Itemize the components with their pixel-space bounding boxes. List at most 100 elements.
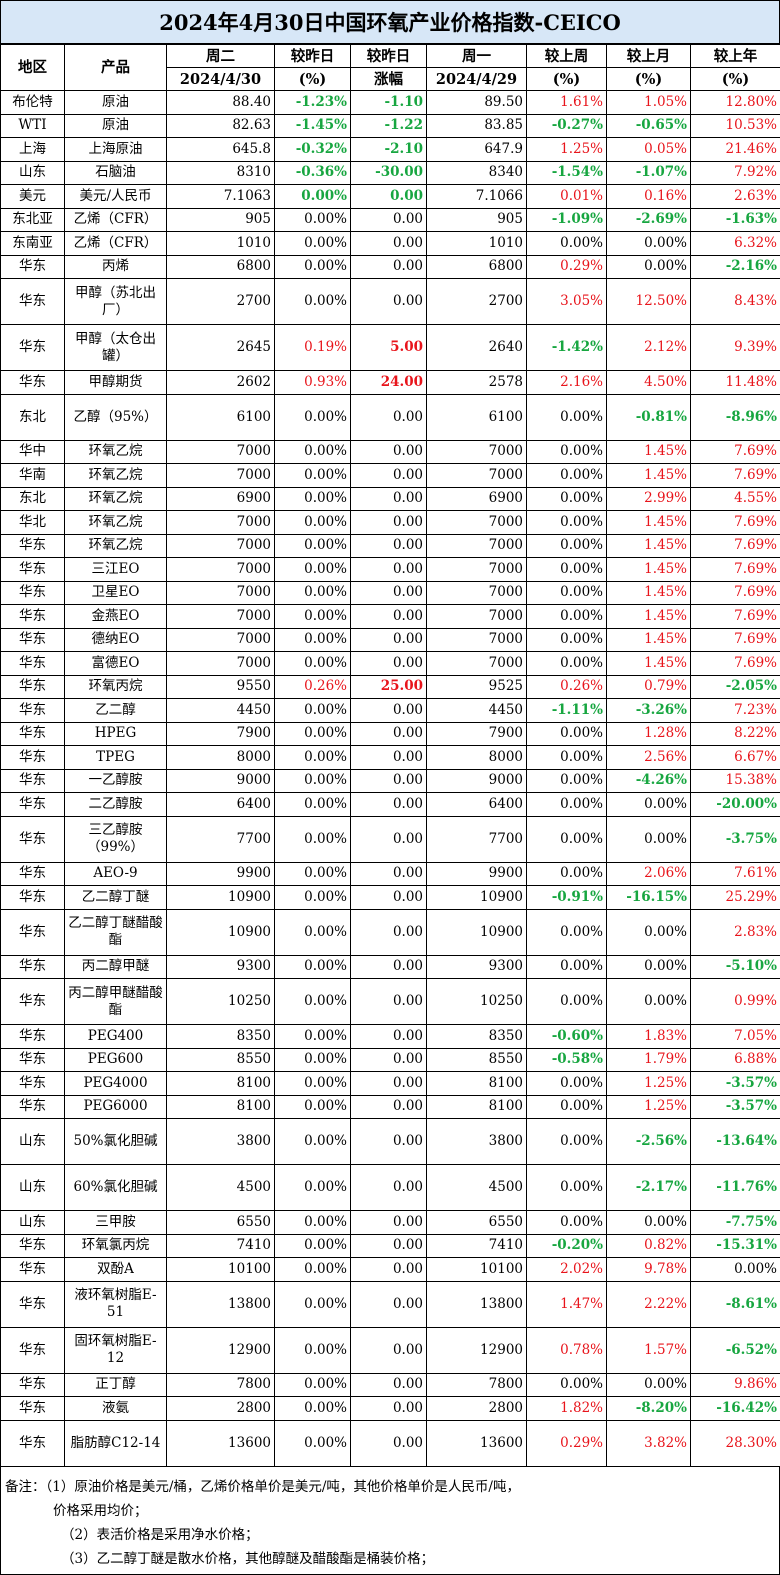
cell-vs-yest-pct: 0.00% <box>275 558 351 582</box>
cell-vs-yest-pct: 0.00% <box>275 487 351 511</box>
cell-product: 丙二醇甲醚 <box>65 955 167 979</box>
cell-vs-week: 0.01% <box>527 185 607 209</box>
cell-vs-year: -3.57% <box>691 1072 780 1096</box>
cell-vs-month: 1.45% <box>607 605 691 629</box>
cell-region: 华东 <box>1 605 65 629</box>
cell-vs-month: 1.45% <box>607 652 691 676</box>
cell-region: 山东 <box>1 161 65 185</box>
cell-prev-price: 3800 <box>427 1119 527 1165</box>
cell-prev-price: 9525 <box>427 675 527 699</box>
note-1: 备注：（1）原油价格是美元/桶，乙烯价格单价是美元/吨，其他价格单价是人民币/吨… <box>5 1475 779 1499</box>
cell-vs-month: 3.82% <box>607 1420 691 1466</box>
cell-product: 三乙醇胺（99%） <box>65 816 167 862</box>
cell-vs-week: 1.47% <box>527 1281 607 1327</box>
cell-vs-yest-abs: 0.00 <box>351 605 427 629</box>
cell-vs-yest-abs: 0.00 <box>351 1025 427 1049</box>
cell-region: 华东 <box>1 534 65 558</box>
cell-product: 乙烯（CFR） <box>65 208 167 232</box>
cell-region: 华东 <box>1 699 65 723</box>
cell-vs-yest-abs: 0.00 <box>351 1420 427 1466</box>
cell-vs-yest-abs: 0.00 <box>351 793 427 817</box>
cell-vs-yest-abs: 0.00 <box>351 769 427 793</box>
cell-today-price: 7000 <box>167 558 275 582</box>
cell-vs-yest-abs: 0.00 <box>351 1327 427 1373</box>
cell-product: 一乙醇胺 <box>65 769 167 793</box>
cell-vs-yest-pct: 0.00% <box>275 440 351 464</box>
cell-vs-month: 0.16% <box>607 185 691 209</box>
cell-prev-price: 8100 <box>427 1072 527 1096</box>
cell-vs-yest-pct: 0.26% <box>275 675 351 699</box>
cell-vs-year: 8.22% <box>691 722 780 746</box>
header-today: 周二 <box>167 45 275 68</box>
cell-vs-yest-abs: -2.10 <box>351 138 427 162</box>
header-row-1: 地区 产品 周二 较昨日 较昨日 周一 较上周 较上月 较上年 <box>1 45 780 68</box>
cell-region: 华东 <box>1 1397 65 1421</box>
cell-prev-price: 8550 <box>427 1048 527 1072</box>
cell-vs-week: 0.00% <box>527 722 607 746</box>
cell-today-price: 8000 <box>167 746 275 770</box>
cell-today-price: 8310 <box>167 161 275 185</box>
cell-product: 环氧乙烷 <box>65 440 167 464</box>
cell-prev-price: 4450 <box>427 699 527 723</box>
cell-vs-month: 0.00% <box>607 255 691 279</box>
cell-vs-month: -3.26% <box>607 699 691 723</box>
cell-region: 华东 <box>1 255 65 279</box>
cell-today-price: 7900 <box>167 722 275 746</box>
cell-region: 华东 <box>1 1258 65 1282</box>
cell-vs-year: 7.69% <box>691 558 780 582</box>
cell-vs-month: 1.45% <box>607 558 691 582</box>
cell-vs-month: 4.50% <box>607 371 691 395</box>
cell-vs-yest-pct: 0.00% <box>275 1281 351 1327</box>
cell-vs-year: 6.88% <box>691 1048 780 1072</box>
cell-today-price: 7000 <box>167 511 275 535</box>
cell-vs-yest-pct: 0.00% <box>275 628 351 652</box>
cell-vs-month: 0.00% <box>607 816 691 862</box>
cell-region: 华东 <box>1 1373 65 1397</box>
cell-prev-price: 7000 <box>427 534 527 558</box>
cell-product: PEG4000 <box>65 1072 167 1096</box>
cell-region: 山东 <box>1 1119 65 1165</box>
cell-prev-price: 7000 <box>427 581 527 605</box>
cell-vs-yest-pct: 0.93% <box>275 371 351 395</box>
cell-vs-week: 0.00% <box>527 1072 607 1096</box>
cell-vs-week: 0.00% <box>527 979 607 1025</box>
cell-vs-yest-abs: 0.00 <box>351 255 427 279</box>
cell-region: 山东 <box>1 1165 65 1211</box>
cell-vs-month: 0.00% <box>607 955 691 979</box>
cell-region: 华东 <box>1 769 65 793</box>
cell-prev-price: 8340 <box>427 161 527 185</box>
cell-region: 华东 <box>1 909 65 955</box>
cell-today-price: 9000 <box>167 769 275 793</box>
cell-vs-week: 0.00% <box>527 1119 607 1165</box>
cell-region: 华东 <box>1 746 65 770</box>
note-3: （3）乙二醇丁醚是散水价格，其他醇醚及醋酸酯是桶装价格； <box>5 1547 779 1571</box>
cell-vs-week: 0.29% <box>527 1420 607 1466</box>
cell-product: AEO-9 <box>65 862 167 886</box>
cell-vs-year: 7.92% <box>691 161 780 185</box>
cell-vs-year: 21.46% <box>691 138 780 162</box>
cell-vs-yest-abs: 0.00 <box>351 464 427 488</box>
cell-vs-week: 0.00% <box>527 581 607 605</box>
cell-product: 乙二醇丁醚 <box>65 886 167 910</box>
cell-product: 乙二醇 <box>65 699 167 723</box>
cell-vs-year: 7.69% <box>691 440 780 464</box>
cell-today-price: 7.1063 <box>167 185 275 209</box>
cell-vs-yest-pct: 0.00% <box>275 394 351 440</box>
cell-vs-week: -0.91% <box>527 886 607 910</box>
cell-vs-yest-abs: 0.00 <box>351 1258 427 1282</box>
cell-vs-year: -3.75% <box>691 816 780 862</box>
cell-product: 原油 <box>65 114 167 138</box>
cell-vs-yest-pct: 0.00% <box>275 746 351 770</box>
cell-vs-year: -8.61% <box>691 1281 780 1327</box>
cell-vs-month: 1.25% <box>607 1072 691 1096</box>
cell-vs-month: 0.00% <box>607 1211 691 1235</box>
cell-vs-month: -1.07% <box>607 161 691 185</box>
